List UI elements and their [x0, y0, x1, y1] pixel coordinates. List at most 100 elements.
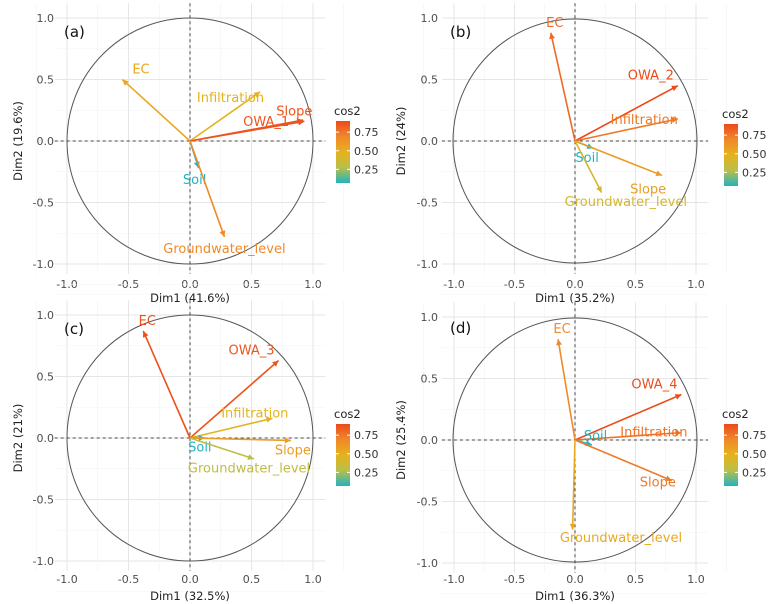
vector-line [121, 78, 191, 142]
panel-c: -1.0 -0.5 0.0 0.5 1.0 1.0 0.5 0.0 -0.5 -1.0 Dim1 (… [11, 283, 379, 603]
vector-line [189, 119, 304, 142]
vector-arrowhead [549, 32, 556, 40]
y-tick-label: 1.0 [37, 309, 55, 322]
legend-tick-label: 0.50 [354, 145, 379, 158]
x-tick-label: -1.0 [443, 278, 464, 291]
vector-line [574, 140, 603, 194]
y-tick-label: 0.5 [37, 74, 55, 87]
y-axis-label: Dim2 (19.6%) [11, 101, 25, 181]
vector-label: EC [139, 314, 156, 329]
vector-label: Infiltration [611, 113, 678, 128]
legend-tick-label: 0.75 [742, 429, 767, 442]
vector-line [574, 118, 679, 142]
vector-slope: Slope [574, 439, 676, 491]
vector-line [189, 140, 226, 238]
vector-arrowhead [253, 91, 261, 98]
legend-tick-label: 0.50 [742, 448, 767, 461]
vector-arrowhead [219, 230, 226, 237]
vector-arrowhead [296, 118, 304, 125]
vector-owa-1: OWA_1 [189, 115, 304, 142]
legend-tick-label: 0.25 [742, 466, 767, 479]
vector-arrowhead [142, 330, 149, 338]
vector-soil: Soil [574, 429, 607, 447]
vector-label: Soil [584, 429, 607, 444]
vector-infiltration: Infiltration [189, 406, 288, 439]
x-tick-label: -0.5 [504, 573, 525, 586]
vector-label: Groundwater_level [188, 461, 310, 476]
legend-title: cos2 [334, 407, 361, 421]
vector-arrowhead [665, 475, 672, 482]
vector-arrowhead [596, 185, 602, 193]
y-tick-label: 0.5 [421, 373, 439, 386]
legend-tick-label: 0.25 [742, 166, 767, 179]
x-axis-label: Dim1 (32.5%) [150, 589, 230, 603]
vector-arrowhead [655, 170, 663, 177]
vector-label: OWA_2 [628, 69, 674, 84]
y-axis-label: Dim2 (25.4%) [394, 400, 408, 480]
vector-arrowhead [671, 117, 678, 124]
vector-label: OWA_3 [229, 344, 275, 359]
legend-colorbar [724, 424, 738, 486]
vector-label: Slope [640, 476, 676, 491]
x-tick-label: 1.0 [687, 573, 705, 586]
vector-label: EC [546, 16, 563, 31]
legend-tick-label: 0.75 [354, 126, 379, 139]
vector-ec: EC [546, 16, 576, 142]
legend-colorbar [336, 424, 350, 486]
vector-soil: Soil [183, 140, 206, 188]
legend-tick-label: 0.75 [354, 429, 379, 442]
y-tick-label: 1.0 [37, 12, 55, 25]
y-tick-label: 0.0 [421, 135, 439, 148]
y-tick-label: -0.5 [417, 197, 438, 210]
y-tick-label: 0.5 [421, 74, 439, 87]
vector-label: Groundwater_level [560, 531, 682, 546]
vector-line [574, 84, 679, 142]
vector-owa-4: OWA_4 [574, 377, 682, 441]
vector-label: OWA_4 [631, 377, 677, 392]
vector-line [574, 439, 673, 482]
legend-tick-label: 0.75 [742, 129, 767, 142]
vector-groundwater-level: Groundwater_level [560, 439, 682, 546]
y-tick-label: 0.0 [37, 135, 55, 148]
vector-arrowhead [674, 394, 682, 400]
x-tick-label: 0.5 [627, 278, 645, 291]
legend-tick-label: 0.50 [354, 448, 379, 461]
vector-slope: Slope [189, 437, 311, 458]
panel-label: (d) [450, 319, 471, 337]
cos2-legend: cos2 0.75 0.50 0.25 [722, 107, 767, 186]
cos2-legend: cos2 0.75 0.50 0.25 [334, 104, 379, 183]
legend-title: cos2 [334, 104, 361, 118]
vector-ec: EC [553, 322, 576, 441]
vector-infiltration: Infiltration [189, 91, 264, 142]
legend-colorbar [336, 121, 350, 183]
y-tick-label: -1.0 [417, 258, 438, 271]
vector-line [189, 91, 261, 142]
vector-label: Infiltration [620, 426, 687, 441]
y-tick-label: 0.0 [37, 432, 55, 445]
x-tick-label: -0.5 [504, 278, 525, 291]
x-tick-label: -1.0 [56, 573, 77, 586]
y-tick-label: -1.0 [33, 555, 54, 568]
vector-ec: EC [139, 314, 191, 439]
vector-arrowhead [675, 430, 682, 437]
x-axis-label: Dim1 (35.2%) [535, 291, 615, 305]
vector-label: Infiltration [197, 91, 264, 106]
vector-line [574, 393, 682, 441]
vector-arrowhead [272, 360, 279, 367]
vector-label: Infiltration [221, 406, 288, 421]
vector-ec: EC [121, 63, 191, 142]
vector-arrowhead [122, 79, 129, 86]
vector-label: Groundwater_level [565, 195, 687, 210]
vector-label: Soil [183, 173, 206, 188]
panel-b: -1.0 -0.5 0.0 0.5 1.0 1.0 0.5 0.0 -0.5 -1.0 Dim1 (… [394, 3, 767, 305]
vector-label: EC [553, 322, 570, 337]
vector-label: Slope [630, 182, 666, 197]
legend-colorbar [724, 124, 738, 186]
vector-label: EC [132, 63, 149, 78]
vector-label: OWA_1 [243, 115, 289, 130]
vector-slope: Slope [574, 140, 666, 197]
x-tick-label: 0.0 [566, 573, 584, 586]
y-tick-label: -0.5 [33, 197, 54, 210]
